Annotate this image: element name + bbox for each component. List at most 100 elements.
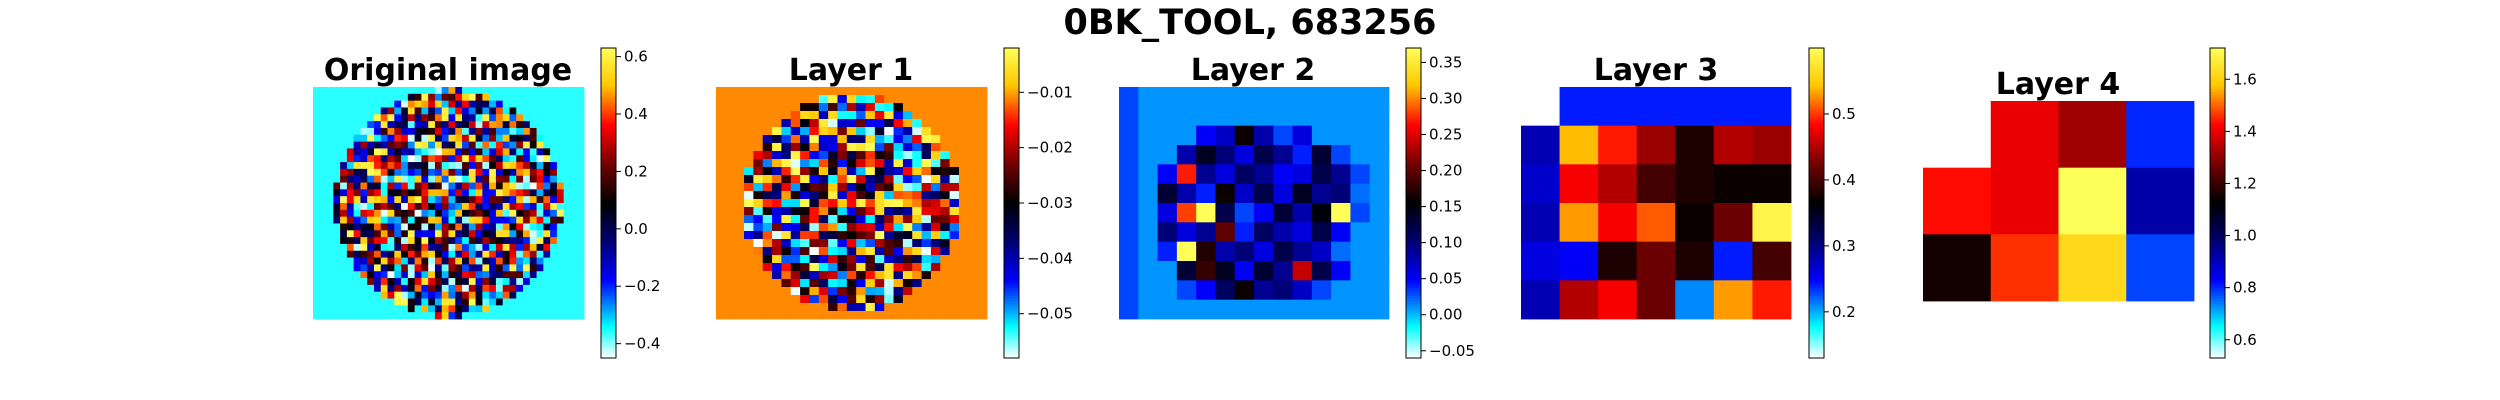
colorbar-segment	[2210, 151, 2225, 155]
colorbar-segment	[2210, 133, 2225, 137]
heatmap-cell	[434, 298, 443, 306]
colorbar-segment	[1004, 99, 1019, 103]
heatmap-cell	[884, 183, 894, 192]
colorbar-segment	[2210, 164, 2225, 168]
heatmap-cell	[1990, 167, 2059, 235]
heatmap-cell	[394, 243, 402, 252]
heatmap-cell	[828, 183, 838, 192]
heatmap-cell	[360, 278, 368, 286]
heatmap-cell	[421, 121, 429, 129]
heatmap-cell	[725, 119, 736, 128]
heatmap-cell	[865, 239, 876, 248]
heatmap-cell	[475, 107, 483, 115]
colorbar-segment	[2210, 234, 2225, 238]
heatmap-cell	[313, 278, 321, 286]
heatmap-cell	[837, 303, 848, 312]
colorbar-segment	[1809, 285, 1824, 289]
heatmap-cell	[856, 279, 866, 288]
colorbar-segment	[1406, 128, 1421, 132]
heatmap-cell	[468, 264, 477, 272]
heatmap-cell	[313, 141, 321, 149]
colorbar-segment	[601, 259, 616, 263]
heatmap-cell	[333, 243, 341, 252]
heatmap-cell	[865, 87, 876, 96]
heatmap-cell	[373, 127, 382, 136]
heatmap-cell	[1234, 261, 1255, 281]
heatmap-cell	[902, 151, 913, 160]
heatmap-cell	[468, 141, 477, 149]
heatmap-cell	[1254, 261, 1274, 281]
heatmap-cell	[744, 239, 754, 248]
heatmap-cell	[353, 196, 361, 204]
heatmap-cell	[462, 237, 470, 245]
heatmap-cell	[1331, 241, 1351, 262]
heatmap-cell	[1713, 280, 1753, 320]
colorbar-segment	[1406, 63, 1421, 67]
heatmap-cell	[1157, 164, 1178, 185]
heatmap-cell	[1176, 183, 1197, 204]
heatmap-cell	[570, 271, 578, 279]
colorbar-segment	[1406, 48, 1421, 52]
heatmap-cell	[977, 247, 988, 256]
heatmap-cell	[353, 203, 361, 211]
heatmap-cell	[421, 127, 429, 136]
heatmap-cell	[468, 230, 477, 238]
heatmap-cell	[570, 107, 578, 115]
heatmap-cell	[387, 114, 395, 122]
colorbar-segment	[2210, 138, 2225, 142]
heatmap-cell	[455, 264, 463, 272]
heatmap-cell	[360, 107, 368, 115]
colorbar-segment	[1406, 192, 1421, 196]
colorbar-segment	[1004, 102, 1019, 106]
heatmap-cell	[333, 250, 341, 258]
heatmap-cell	[772, 191, 782, 200]
heatmap-cell	[502, 168, 510, 177]
heatmap-cell	[884, 207, 894, 216]
colorbar-segment	[1406, 296, 1421, 300]
colorbar-segment	[1406, 265, 1421, 269]
heatmap-cell	[367, 189, 375, 197]
colorbar-segment	[1004, 195, 1019, 199]
heatmap-cell	[556, 121, 565, 129]
heatmap-cell	[455, 237, 463, 245]
heatmap-cell	[529, 284, 537, 293]
heatmap-cell	[837, 95, 848, 104]
heatmap-cell	[509, 182, 517, 190]
heatmap-cell	[716, 119, 726, 128]
heatmap-cell	[489, 243, 497, 252]
heatmap-cell	[949, 87, 960, 96]
heatmap-cell	[434, 291, 443, 299]
colorbar-segment	[1004, 81, 1019, 85]
heatmap-cell	[414, 107, 422, 115]
colorbar-segment	[601, 179, 616, 183]
heatmap-cell	[319, 175, 327, 183]
colorbar-segment	[1809, 112, 1824, 116]
heatmap-cell	[489, 237, 497, 245]
heatmap-cell	[475, 175, 483, 183]
heatmap-cell	[856, 295, 866, 304]
heatmap-cell	[846, 159, 857, 168]
colorbar-segment	[601, 296, 616, 300]
colorbar-segment	[601, 285, 616, 289]
heatmap-cell	[434, 141, 443, 149]
colorbar-segment	[2210, 91, 2225, 95]
heatmap-cell	[968, 223, 979, 232]
heatmap-cell	[734, 311, 745, 320]
colorbar-segment	[2210, 218, 2225, 222]
colorbar-segment	[2210, 293, 2225, 297]
heatmap-cell	[482, 87, 490, 95]
heatmap-cell	[489, 189, 497, 197]
heatmap-cell	[543, 312, 551, 320]
heatmap-cell	[340, 168, 348, 177]
heatmap-cell	[475, 155, 483, 163]
heatmap-cell	[313, 127, 321, 136]
heatmap-cell	[968, 167, 979, 176]
heatmap-cell	[462, 284, 470, 293]
heatmap-cell	[790, 167, 801, 176]
heatmap-cell	[414, 250, 422, 258]
panel-layer-1: Layer 1 −0.05−0.04−0.03−0.02−0.01	[716, 47, 1073, 359]
colorbar-segment	[1004, 244, 1019, 248]
colorbar-segment	[1809, 172, 1824, 176]
heatmap-cell	[865, 135, 876, 144]
heatmap-cell	[846, 111, 857, 120]
